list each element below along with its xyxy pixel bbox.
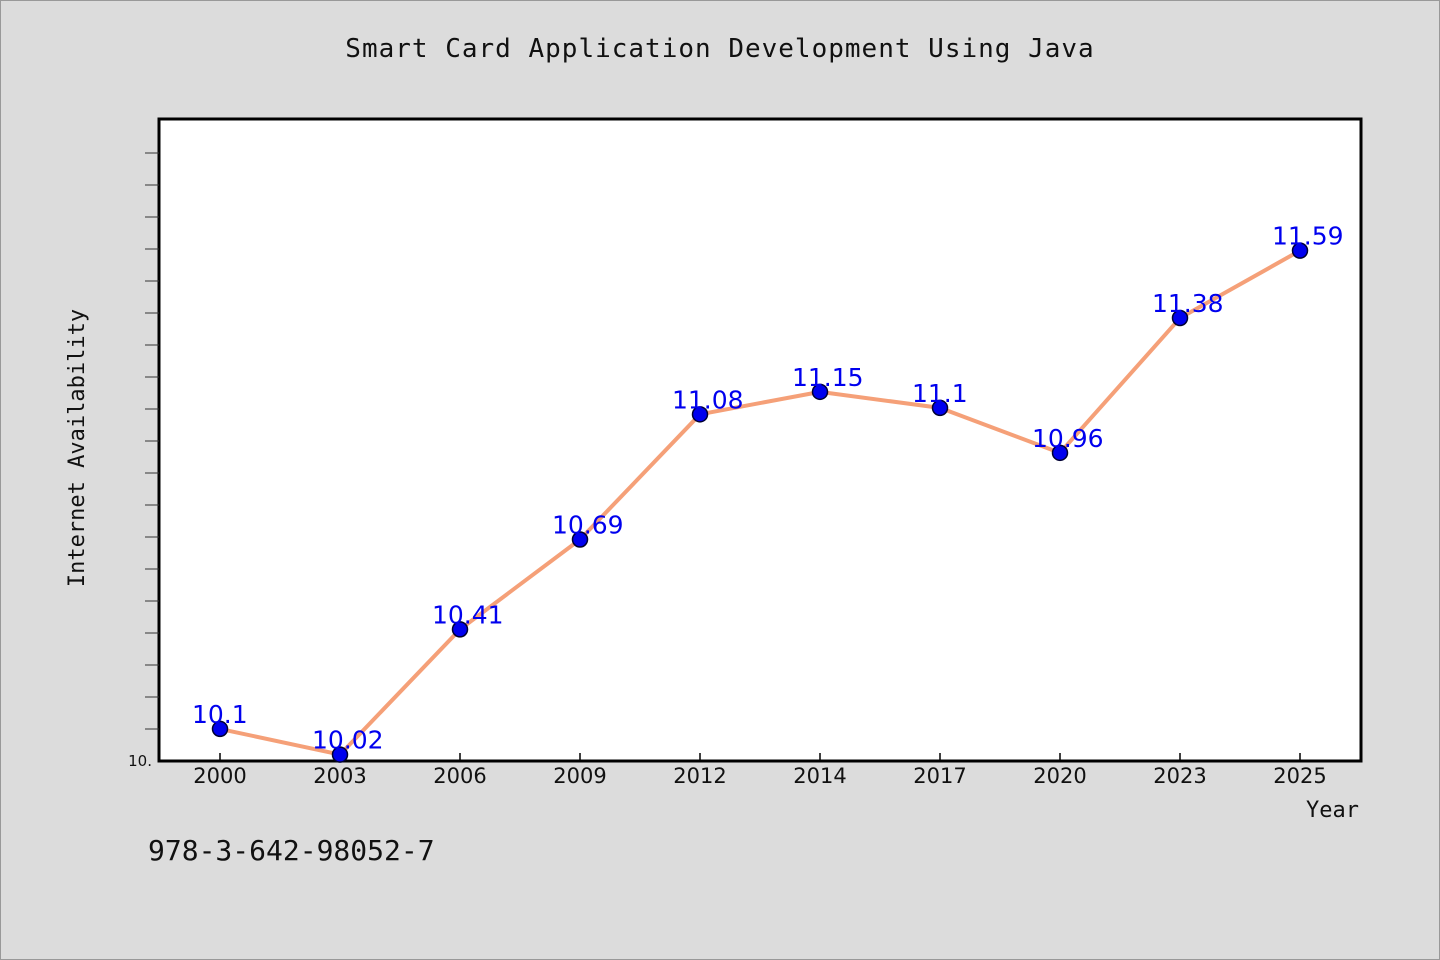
x-tick-label: 2023 [1153, 764, 1206, 788]
x-tick-label: 2012 [673, 764, 726, 788]
x-tick-label: 2017 [913, 764, 966, 788]
data-label: 11.38 [1152, 289, 1224, 318]
data-label: 11.08 [672, 385, 744, 414]
data-label: 11.1 [912, 379, 968, 408]
data-label: 10.41 [432, 600, 504, 629]
data-point-marker [811, 383, 829, 401]
markers-group [211, 242, 1309, 763]
x-axis-ticks: 2000 2003 2006 2009 2012 2014 2017 2020 2023 2025 [193, 753, 1327, 788]
series-line [218, 248, 1302, 757]
series-line-group [218, 248, 1302, 757]
data-label: 11.15 [792, 363, 864, 392]
x-tick-label: 2020 [1033, 764, 1086, 788]
x-tick-label: 2009 [553, 764, 606, 788]
y-axis-ticks [145, 152, 159, 730]
data-label: 10.1 [192, 700, 248, 729]
y-tick-label: 10. [128, 752, 152, 770]
data-label: 10.69 [552, 511, 624, 540]
data-point-marker [931, 399, 949, 417]
isbn-code: 978-3-642-98052-7 [148, 834, 435, 867]
data-point-marker [1051, 444, 1069, 462]
plot-area [157, 117, 1363, 763]
x-tick-label: 2003 [313, 764, 366, 788]
x-axis-label: Year [1306, 798, 1359, 823]
y-axis-label: Internet Availability [65, 309, 90, 587]
data-point-marker [451, 621, 469, 638]
data-point-marker [691, 406, 709, 423]
x-tick-label: 2006 [433, 764, 486, 788]
data-point-marker [331, 746, 349, 763]
data-point-marker [571, 531, 589, 548]
x-tick-label: 2014 [793, 764, 846, 788]
data-label: 10.96 [1032, 424, 1104, 453]
chart-title: Smart Card Application Development Using… [345, 34, 1095, 64]
data-label: 11.59 [1272, 222, 1344, 251]
x-tick-label: 2000 [193, 764, 246, 788]
data-point-marker [211, 720, 229, 738]
data-point-marker [1291, 242, 1309, 259]
data-point-marker [1171, 309, 1189, 327]
data-label: 10.02 [312, 726, 384, 755]
x-tick-label: 2025 [1273, 764, 1326, 788]
data-labels-group: 10.1 10.02 10.41 10.69 11.08 11.15 11.1 10.96 11… [192, 222, 1344, 755]
